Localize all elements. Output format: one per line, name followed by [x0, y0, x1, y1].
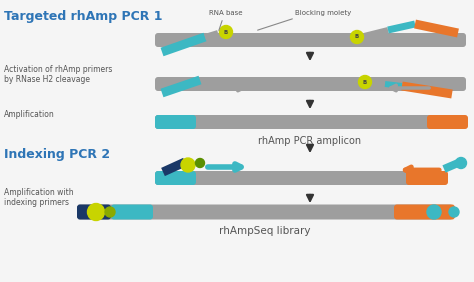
Bar — [158, 174, 193, 182]
Text: rhAmp PCR amplicon: rhAmp PCR amplicon — [258, 136, 362, 146]
FancyBboxPatch shape — [155, 171, 196, 185]
Bar — [428, 118, 466, 126]
FancyBboxPatch shape — [155, 77, 466, 91]
Circle shape — [219, 25, 233, 39]
Polygon shape — [161, 33, 207, 56]
Polygon shape — [359, 27, 389, 40]
Text: B: B — [363, 80, 367, 85]
Bar — [112, 208, 150, 217]
Text: Amplification: Amplification — [4, 110, 55, 119]
Text: Indexing PCR 2: Indexing PCR 2 — [4, 148, 110, 161]
FancyBboxPatch shape — [406, 171, 448, 185]
Polygon shape — [442, 159, 460, 173]
Text: Targeted rhAmp PCR 1: Targeted rhAmp PCR 1 — [4, 10, 163, 23]
Text: Blocking moiety: Blocking moiety — [295, 10, 351, 16]
Circle shape — [427, 205, 441, 219]
Circle shape — [358, 76, 372, 89]
FancyBboxPatch shape — [155, 33, 466, 47]
Text: B: B — [224, 30, 228, 34]
FancyBboxPatch shape — [111, 204, 153, 219]
FancyBboxPatch shape — [155, 171, 446, 185]
Circle shape — [449, 207, 459, 217]
Bar — [158, 118, 193, 126]
Polygon shape — [204, 30, 219, 40]
Polygon shape — [161, 76, 201, 97]
Circle shape — [88, 204, 104, 221]
FancyBboxPatch shape — [77, 204, 111, 219]
Text: B: B — [355, 34, 359, 39]
Circle shape — [350, 30, 364, 43]
Text: RNA base: RNA base — [209, 10, 243, 16]
Polygon shape — [414, 19, 459, 38]
Polygon shape — [373, 80, 385, 87]
Polygon shape — [401, 81, 453, 98]
FancyBboxPatch shape — [155, 115, 196, 129]
FancyBboxPatch shape — [155, 115, 466, 129]
Polygon shape — [161, 158, 187, 176]
FancyBboxPatch shape — [394, 204, 455, 219]
Bar — [407, 174, 445, 182]
Text: Activation of rhAmp primers
by RNase H2 cleavage: Activation of rhAmp primers by RNase H2 … — [4, 65, 112, 84]
Circle shape — [181, 158, 195, 172]
Circle shape — [456, 158, 466, 169]
Circle shape — [105, 207, 115, 217]
Polygon shape — [387, 21, 416, 33]
FancyBboxPatch shape — [427, 115, 468, 129]
Bar — [395, 208, 452, 217]
FancyBboxPatch shape — [77, 204, 453, 219]
Circle shape — [195, 158, 204, 168]
Text: Amplification with
indexing primers: Amplification with indexing primers — [4, 188, 73, 207]
Text: rhAmpSeq library: rhAmpSeq library — [219, 226, 311, 236]
Polygon shape — [384, 81, 402, 89]
